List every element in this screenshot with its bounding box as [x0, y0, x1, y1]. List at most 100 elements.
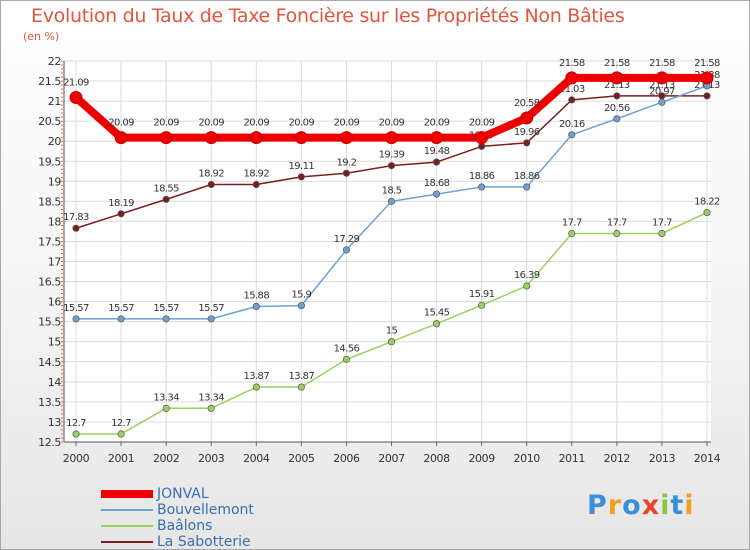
data-label-baalons: 13.87 — [243, 371, 269, 382]
data-label-jonval: 20.58 — [514, 98, 540, 109]
data-label-bouvellemont: 18.86 — [469, 171, 495, 182]
point-la-sabotterie — [478, 142, 486, 150]
point-bouvellemont — [478, 183, 486, 191]
legend-label: La Sabotterie — [157, 534, 251, 550]
point-la-sabotterie — [433, 158, 441, 166]
data-label-jonval: 20.09 — [469, 118, 495, 129]
point-bouvellemont — [207, 315, 215, 323]
data-label-jonval: 20.09 — [334, 118, 360, 129]
point-bouvellemont — [433, 190, 441, 198]
data-label-bouvellemont: 18.68 — [424, 178, 450, 189]
data-label-bouvellemont: 15.57 — [198, 303, 224, 314]
point-bouvellemont — [72, 315, 80, 323]
data-label-baalons: 17.7 — [652, 217, 672, 228]
y-tick-label: 18 — [48, 215, 62, 228]
point-la-sabotterie — [568, 96, 576, 104]
y-tick-label: 19.5 — [38, 155, 61, 168]
logo-letter: i — [660, 490, 671, 521]
data-label-baalons: 13.87 — [289, 371, 315, 382]
data-label-bouvellemont: 20.56 — [604, 103, 630, 114]
point-jonval — [385, 131, 398, 145]
data-label-la-sabotterie: 21.03 — [559, 84, 585, 95]
x-tick-label: 2009 — [468, 452, 495, 465]
x-tick-label: 2013 — [649, 452, 676, 465]
point-jonval — [700, 71, 714, 85]
point-bouvellemont — [387, 197, 396, 205]
logo-letter: t — [670, 490, 685, 521]
legend-swatch — [101, 541, 153, 543]
logo-letter: P — [587, 490, 608, 521]
data-label-baalons: 12.7 — [111, 418, 131, 429]
y-tick-label: 15 — [48, 336, 62, 349]
data-label-jonval: 20.09 — [289, 118, 315, 129]
logo-letter: i — [684, 490, 695, 521]
point-la-sabotterie — [523, 139, 531, 147]
data-label-baalons: 16.39 — [514, 270, 540, 281]
y-tick-label: 21 — [48, 95, 61, 108]
data-label-jonval: 21.09 — [63, 77, 89, 88]
x-tick-label: 2005 — [288, 452, 315, 465]
point-baalons — [568, 229, 576, 238]
point-la-sabotterie — [297, 173, 305, 181]
data-label-la-sabotterie: 21.13 — [649, 80, 675, 91]
point-bouvellemont — [523, 183, 531, 191]
legend-swatch — [101, 525, 153, 527]
point-la-sabotterie — [703, 92, 711, 100]
data-label-baalons: 15 — [386, 326, 398, 337]
y-tick-label: 22 — [48, 55, 61, 68]
data-label-jonval: 20.09 — [243, 118, 269, 129]
y-tick-label: 18.5 — [38, 195, 61, 208]
data-label-jonval: 20.09 — [108, 118, 134, 129]
x-tick-label: 2003 — [198, 452, 225, 465]
point-bouvellemont — [568, 131, 576, 139]
legend-swatch — [101, 490, 153, 498]
legend-swatch — [101, 509, 153, 511]
data-label-bouvellemont: 15.57 — [108, 303, 134, 314]
point-bouvellemont — [252, 302, 260, 310]
data-label-baalons: 13.34 — [153, 392, 179, 403]
logo-letter: o — [622, 490, 642, 521]
y-tick-label: 20 — [48, 135, 62, 148]
data-label-jonval: 20.09 — [153, 118, 179, 129]
data-label-jonval: 20.09 — [424, 118, 450, 129]
x-tick-label: 2004 — [243, 452, 270, 465]
point-jonval — [610, 71, 624, 85]
logo-letter: r — [607, 490, 623, 521]
data-label-la-sabotterie: 18.92 — [243, 169, 269, 180]
point-jonval — [249, 131, 263, 145]
point-baalons — [342, 355, 350, 363]
data-label-bouvellemont: 15.57 — [63, 303, 89, 314]
y-tick-label: 21.5 — [38, 75, 61, 88]
point-bouvellemont — [117, 315, 125, 323]
data-label-la-sabotterie: 19.39 — [379, 150, 405, 161]
x-tick-label: 2000 — [63, 452, 90, 465]
y-tick-label: 17 — [48, 256, 62, 269]
legend-label: Bouvellemont — [157, 502, 254, 518]
data-label-la-sabotterie: 21.13 — [604, 80, 630, 91]
point-jonval — [204, 131, 218, 145]
data-label-bouvellemont: 15.9 — [291, 290, 311, 301]
data-label-bouvellemont: 15.57 — [153, 303, 179, 314]
data-label-baalons: 15.91 — [469, 289, 495, 300]
y-unit-label: (en %) — [23, 30, 60, 43]
data-label-la-sabotterie: 19.11 — [289, 161, 315, 172]
data-label-baalons: 13.34 — [198, 392, 224, 403]
point-la-sabotterie — [72, 224, 80, 232]
point-jonval — [565, 71, 579, 85]
x-tick-label: 2012 — [604, 452, 630, 465]
data-label-baalons: 18.22 — [694, 197, 720, 208]
legend-label: Baâlons — [157, 518, 213, 534]
chart-title: Evolution du Taux de Taxe Foncière sur l… — [31, 5, 625, 27]
logo-letter: x — [641, 490, 661, 521]
data-label-baalons: 17.7 — [562, 217, 582, 228]
data-label-jonval: 21.58 — [559, 58, 585, 69]
x-tick-label: 2001 — [108, 452, 134, 465]
y-tick-label: 16 — [48, 296, 62, 309]
data-label-baalons: 15.45 — [424, 308, 450, 319]
x-tick-label: 2010 — [514, 452, 541, 465]
data-label-bouvellemont: 15.88 — [243, 290, 269, 301]
data-label-baalons: 17.7 — [607, 217, 627, 228]
point-la-sabotterie — [342, 169, 350, 177]
point-baalons — [252, 383, 260, 391]
point-baalons — [613, 229, 621, 238]
